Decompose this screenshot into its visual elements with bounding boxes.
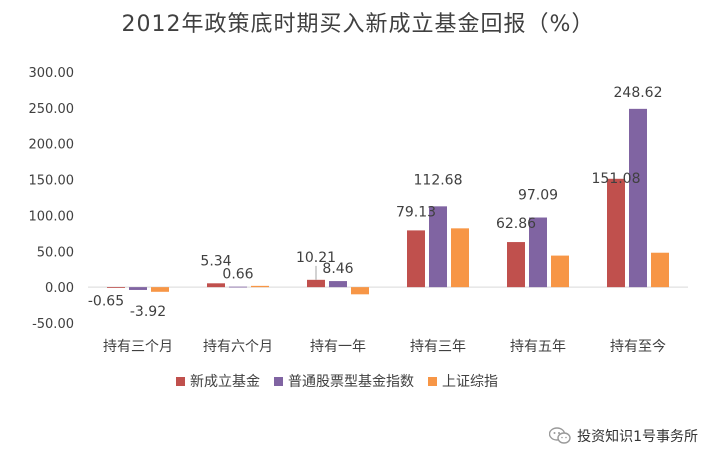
data-label: 8.46 [322,261,353,277]
watermark-text: 投资知识1号事务所 [577,429,698,445]
bar-1-3 [429,206,447,288]
legend-swatch [274,377,283,386]
bar-0-4 [507,242,525,288]
bar-1-5 [629,108,647,288]
legend-label: 上证综指 [442,374,498,390]
y-tick-label: 100.00 [29,209,75,224]
bar-1-2 [329,281,347,288]
bar-2-3 [451,228,469,288]
y-tick-label: 50.00 [37,245,74,260]
legend-label: 新成立基金 [190,373,260,390]
bar-1-0 [129,287,147,290]
bar-1-1 [229,286,247,288]
data-label: 0.66 [222,267,253,283]
x-tick-label: 持有五年 [510,339,566,355]
bar-0-5 [607,178,625,288]
data-label: 151.08 [592,171,641,187]
bar-2-1 [251,285,269,288]
data-label: 62.86 [496,216,536,232]
bar-1-4 [529,217,547,288]
y-tick-label: 200.00 [29,138,75,153]
legend-label: 普通股票型基金指数 [288,373,414,390]
bar-2-4 [551,255,569,288]
y-tick-label: 250.00 [29,102,75,117]
data-label: 10.21 [296,250,336,266]
data-label: -0.65 [88,294,124,310]
data-label: 112.68 [414,172,463,188]
y-tick-label: 0.00 [45,281,74,296]
bar-0-2 [307,279,325,288]
bar-0-3 [407,230,425,288]
chart-title: 2012年政策底时期买入新成立基金回报（%） [121,12,595,37]
x-tick-label: 持有三个月 [103,339,173,355]
data-label: 79.13 [396,204,436,220]
y-tick-label: 150.00 [29,174,75,189]
data-label: 5.34 [200,253,231,269]
data-label: -3.92 [130,304,166,320]
y-tick-label: -50.00 [32,317,74,332]
bar-2-5 [651,252,669,288]
x-tick-label: 持有至今 [610,339,666,355]
x-tick-label: 持有六个月 [203,339,273,355]
data-label: 97.09 [518,188,558,204]
x-tick-label: 持有一年 [310,339,366,355]
watermark: 投资知识1号事务所 [548,426,698,446]
bar-0-1 [207,283,225,288]
bar-2-2 [351,287,369,295]
data-label: 248.62 [614,85,663,101]
y-tick-label: 300.00 [29,66,75,81]
bar-2-0 [151,287,169,292]
bar-0-0 [107,287,125,288]
x-tick-label: 持有三年 [410,339,466,355]
wechat-icon [548,427,571,445]
legend-swatch [176,377,185,386]
legend-swatch [428,377,437,386]
